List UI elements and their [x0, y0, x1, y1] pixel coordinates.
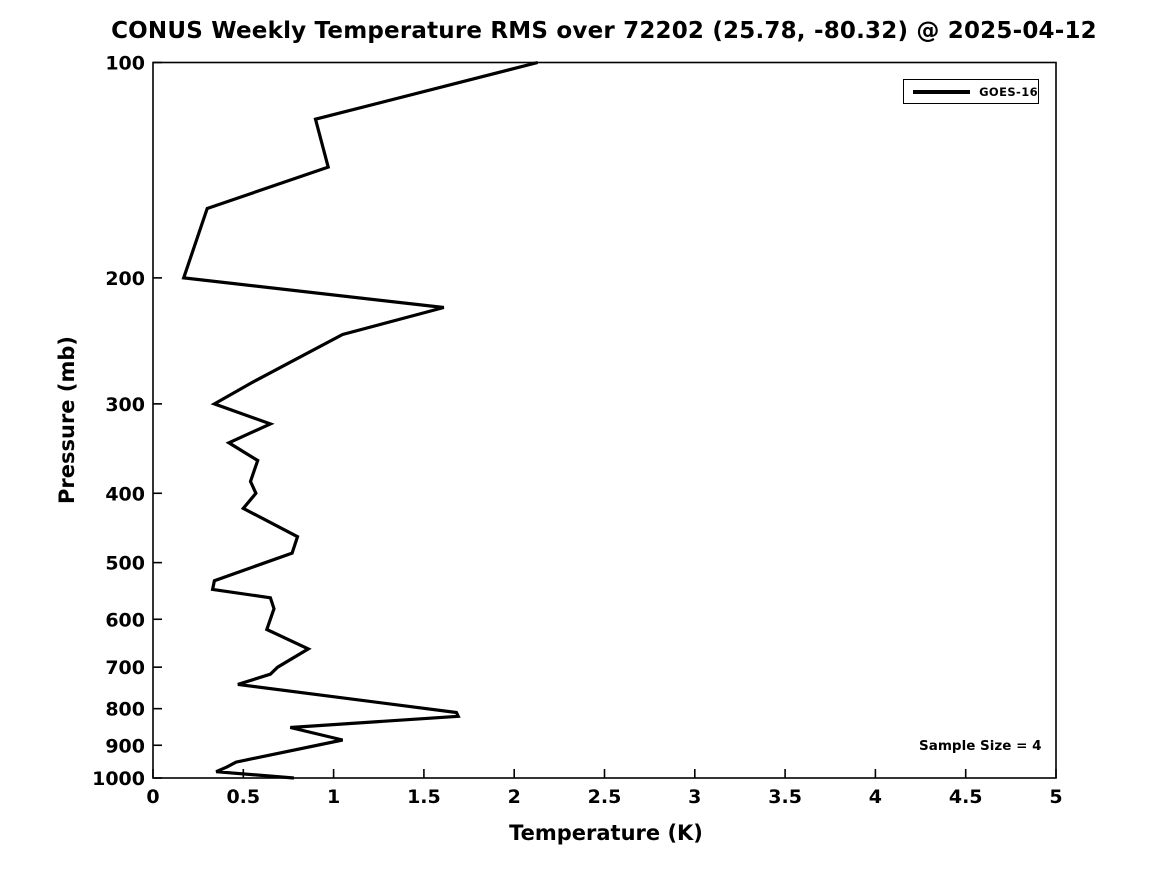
- legend-label: GOES-16: [979, 84, 1038, 99]
- y-tick-label: 600: [105, 609, 145, 631]
- y-tick-label: 400: [105, 483, 145, 505]
- x-tick-label: 5: [1049, 786, 1062, 808]
- x-tick-label: 1.5: [407, 786, 441, 808]
- x-tick-label: 1: [327, 786, 340, 808]
- x-tick-label: 2: [508, 786, 521, 808]
- x-tick-label: 3: [688, 786, 701, 808]
- y-tick-label: 900: [105, 735, 145, 757]
- y-tick-label: 1000: [92, 768, 145, 790]
- x-tick-label: 4.5: [949, 786, 983, 808]
- legend: GOES-16: [903, 79, 1039, 104]
- x-tick-label: 4: [869, 786, 882, 808]
- x-tick-label: 3.5: [768, 786, 802, 808]
- y-tick-label: 100: [105, 53, 145, 75]
- y-tick-label: 700: [105, 657, 145, 679]
- y-tick-label: 300: [105, 394, 145, 416]
- y-tick-label: 200: [105, 268, 145, 290]
- axis-frame: [152, 61, 1057, 779]
- x-tick-label: 2.5: [588, 786, 622, 808]
- sample-size-annotation: Sample Size = 4: [919, 738, 1042, 754]
- x-tick-label: 0.5: [226, 786, 260, 808]
- x-axis-label: Temperature (K): [509, 821, 703, 845]
- x-tick-label: 0: [146, 786, 159, 808]
- data-line-goes-16: [181, 60, 539, 780]
- y-tick-label: 800: [105, 699, 145, 721]
- chart-title: CONUS Weekly Temperature RMS over 72202 …: [111, 18, 1097, 44]
- y-tick-label: 500: [105, 553, 145, 575]
- legend-line-sample-icon: [913, 89, 971, 94]
